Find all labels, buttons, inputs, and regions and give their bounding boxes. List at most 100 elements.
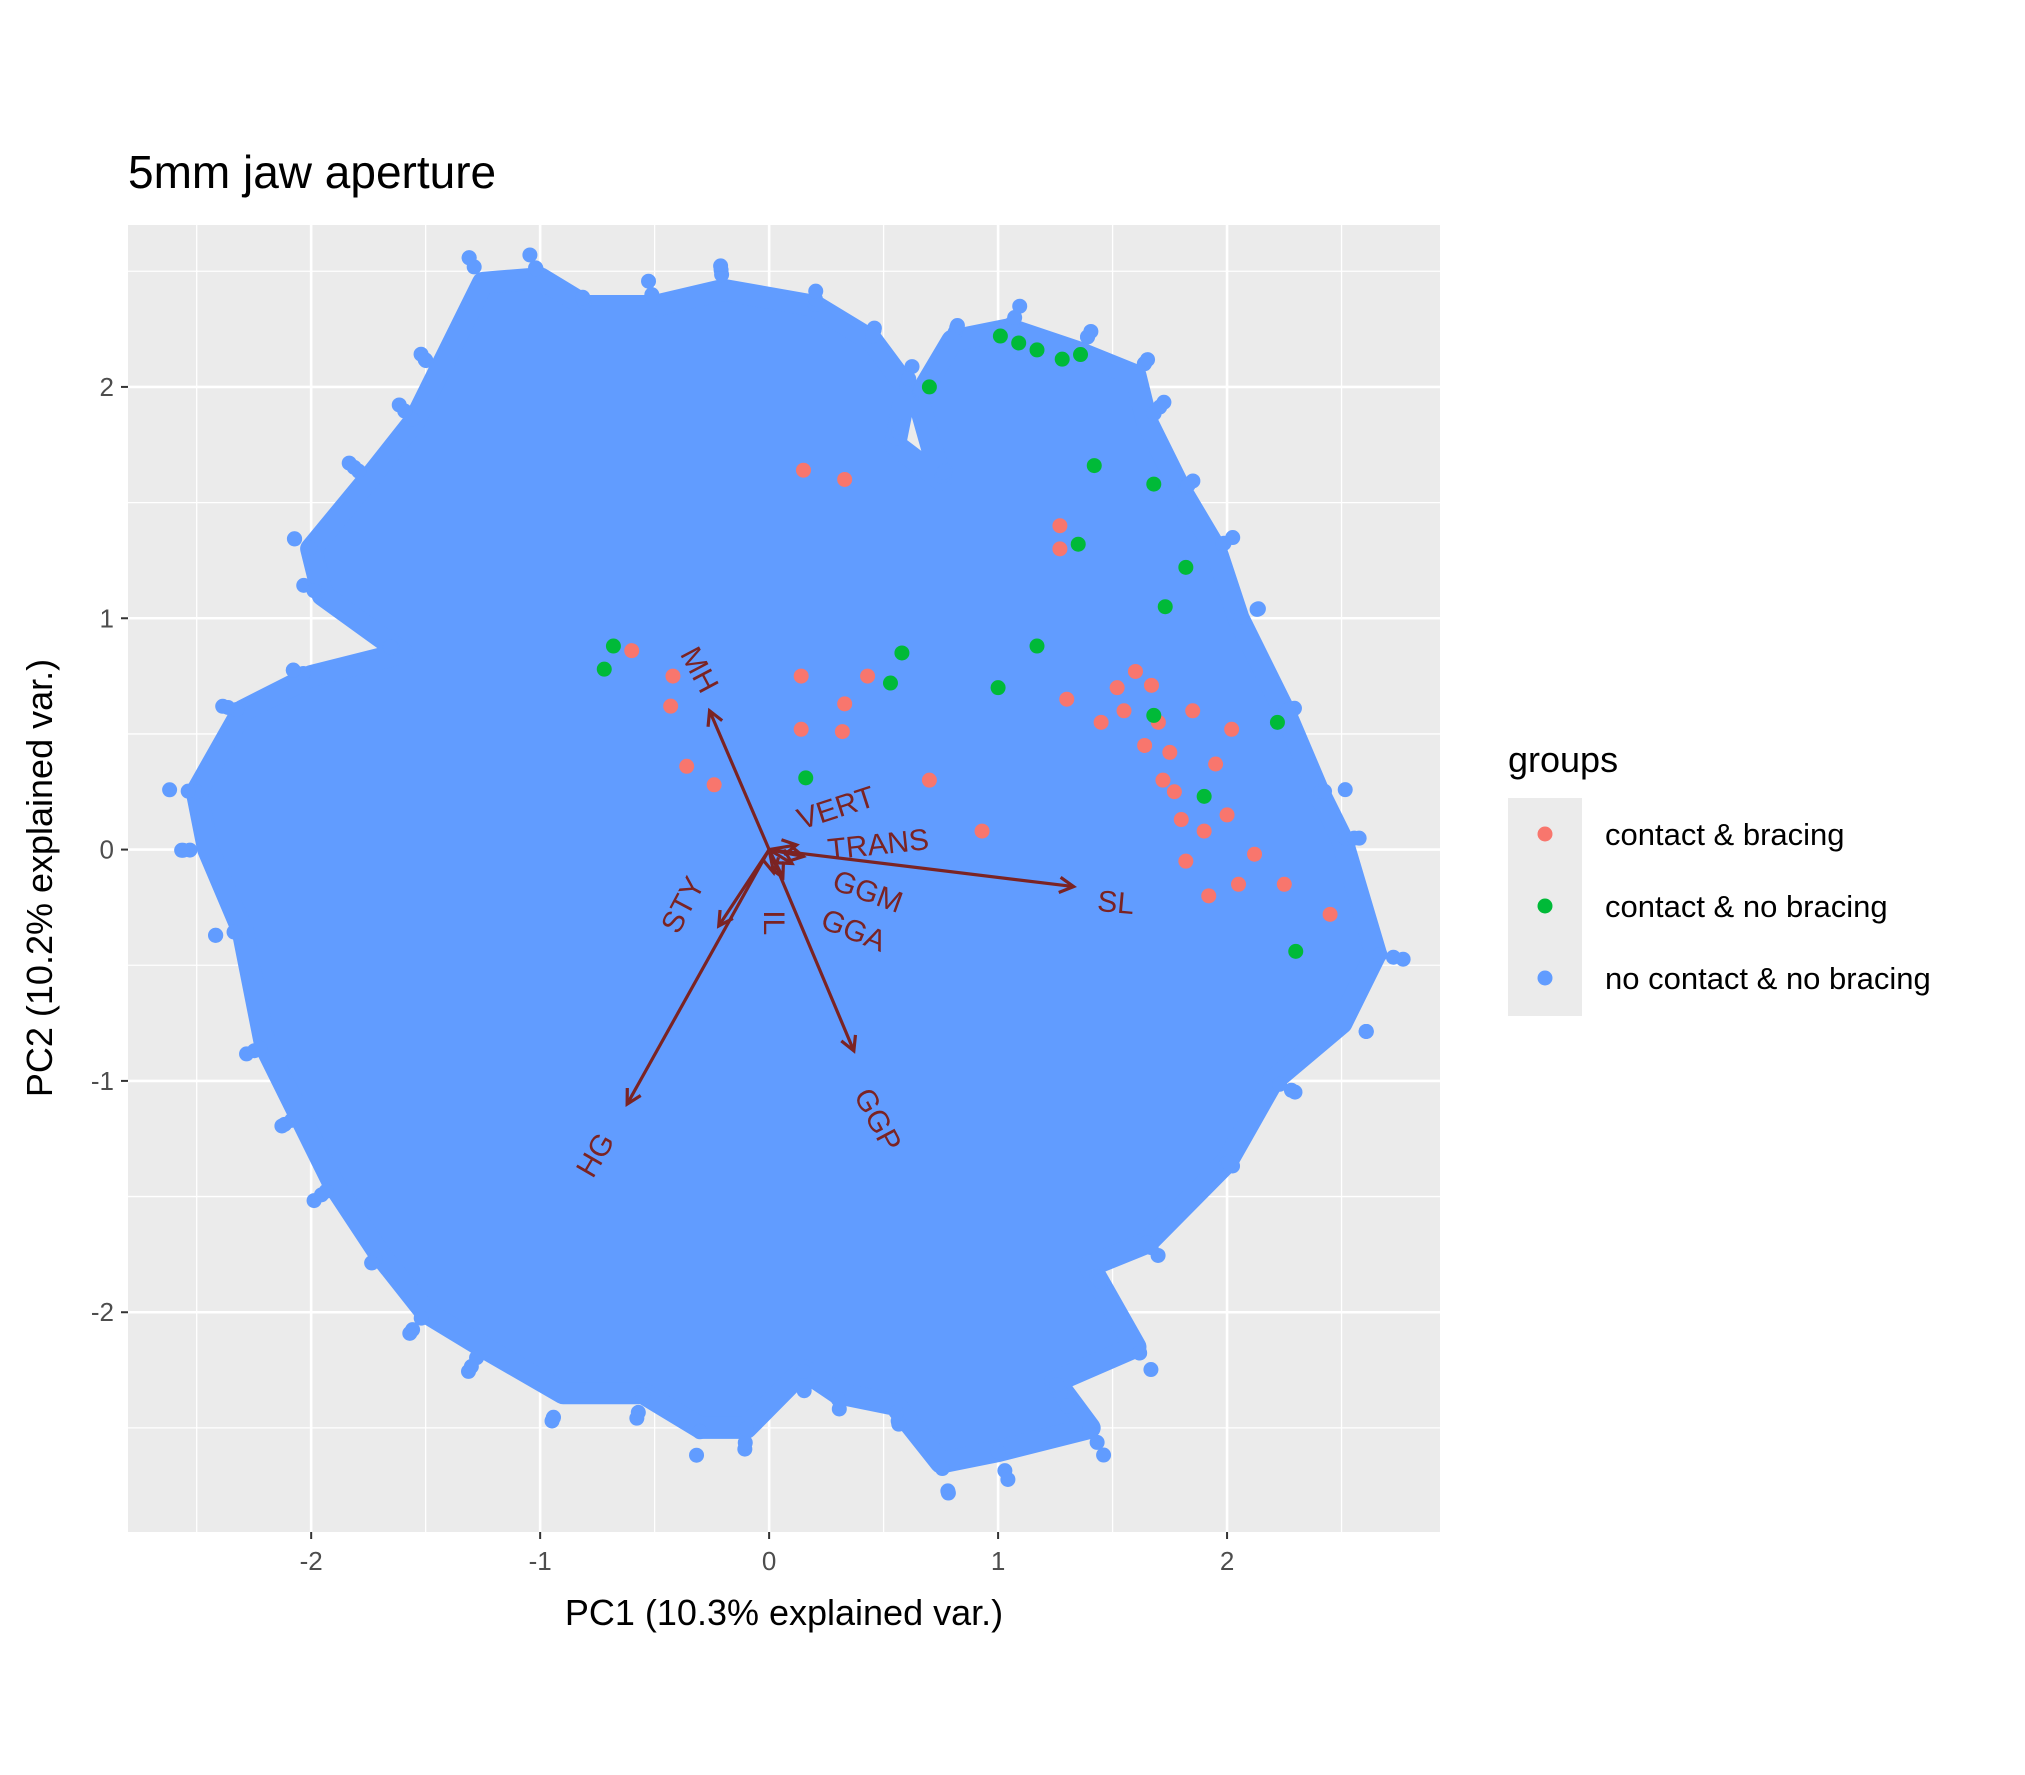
- data-point: [921, 379, 937, 395]
- loading-arrow-sty: [717, 848, 771, 927]
- arrowhead-trans: [787, 844, 807, 863]
- data-point: [162, 782, 178, 798]
- data-point: [1208, 756, 1224, 772]
- data-point: [1372, 947, 1388, 963]
- data-point: [793, 721, 809, 737]
- y-tick-label: 1: [100, 603, 114, 633]
- data-point: [1070, 536, 1086, 552]
- y-axis-ticks: -2 -1 0 1 2: [91, 372, 128, 1327]
- data-point: [796, 1381, 812, 1397]
- data-point: [798, 770, 814, 786]
- data-point: [1358, 1023, 1374, 1039]
- arrowhead-mh: [706, 707, 724, 727]
- data-point: [892, 419, 908, 435]
- data-point: [284, 1112, 300, 1128]
- data-point: [936, 464, 952, 480]
- data-point: [737, 1435, 753, 1451]
- data-point: [1201, 888, 1217, 904]
- data-point: [1178, 559, 1194, 575]
- data-point: [528, 261, 544, 277]
- data-point: [418, 353, 434, 369]
- data-point: [1166, 784, 1182, 800]
- data-point: [738, 1421, 754, 1437]
- loading-label-sl: SL: [1096, 885, 1135, 921]
- data-point: [220, 700, 236, 716]
- legend-label: contact & bracing: [1605, 817, 1845, 852]
- legend-key: [1537, 970, 1553, 986]
- data-point: [904, 359, 920, 375]
- data-point: [645, 290, 661, 306]
- data-point: [795, 462, 811, 478]
- data-point: [1132, 1345, 1148, 1361]
- data-point: [1011, 335, 1027, 351]
- data-point: [860, 668, 876, 684]
- data-point: [1080, 329, 1096, 345]
- data-point: [1146, 476, 1162, 492]
- data-point: [990, 680, 1006, 696]
- legend-key: [1537, 826, 1553, 842]
- data-point: [635, 1386, 651, 1402]
- data-point: [865, 328, 881, 344]
- data-point: [1155, 772, 1171, 788]
- data-point: [302, 540, 318, 556]
- data-point: [226, 924, 242, 940]
- data-point: [992, 328, 1008, 344]
- data-point: [1007, 310, 1023, 326]
- data-point: [1337, 782, 1353, 798]
- data-point: [402, 1325, 418, 1341]
- data-point: [940, 1485, 956, 1501]
- legend-label: no contact & no bracing: [1605, 961, 1931, 996]
- data-point: [679, 758, 695, 774]
- data-point: [1127, 663, 1143, 679]
- data-point: [1322, 906, 1338, 922]
- x-axis-ticks: -2 -1 0 1 2: [300, 1532, 1234, 1576]
- data-point: [1143, 1240, 1159, 1256]
- data-point: [1116, 703, 1132, 719]
- y-tick-label: 2: [100, 372, 114, 402]
- data-point: [1280, 702, 1296, 718]
- x-tick-label: -1: [529, 1546, 552, 1576]
- data-point: [1196, 788, 1212, 804]
- data-point: [1221, 1155, 1237, 1171]
- data-point: [605, 638, 621, 654]
- data-point: [665, 668, 681, 684]
- data-point: [934, 1461, 950, 1477]
- data-point: [1233, 609, 1249, 625]
- data-point: [364, 1255, 380, 1271]
- data-point: [1225, 530, 1241, 546]
- data-point: [891, 1416, 907, 1432]
- data-point: [837, 471, 853, 487]
- loading-arrow-il: [767, 849, 776, 874]
- data-point: [1146, 707, 1162, 723]
- data-point: [1054, 351, 1070, 367]
- loading-arrow-hg: [625, 848, 771, 1105]
- data-point: [1143, 1362, 1159, 1378]
- data-point: [1317, 783, 1333, 799]
- arrowhead-hg: [625, 1088, 642, 1107]
- data-point: [1173, 812, 1189, 828]
- arrowhead-ggp: [840, 1034, 858, 1054]
- data-point: [318, 1183, 334, 1199]
- data-point: [834, 724, 850, 740]
- data-point: [1178, 853, 1194, 869]
- data-point: [689, 1447, 705, 1463]
- legend-title: groups: [1508, 739, 1618, 780]
- data-point: [796, 1363, 812, 1379]
- plot-title: 5mm jaw aperture: [128, 146, 496, 198]
- data-point: [383, 639, 399, 655]
- data-point: [252, 1040, 268, 1056]
- data-point: [921, 772, 937, 788]
- y-tick-label: -2: [91, 1297, 114, 1327]
- loading-arrow-mh: [708, 710, 771, 851]
- data-point: [174, 842, 190, 858]
- data-point: [596, 661, 612, 677]
- arrowhead-sty: [716, 909, 734, 929]
- data-point: [341, 455, 357, 471]
- data-point: [1140, 352, 1156, 368]
- data-point: [1096, 1447, 1112, 1463]
- data-point: [1276, 876, 1292, 892]
- data-point: [629, 1410, 645, 1426]
- data-point: [397, 403, 413, 419]
- data-point: [208, 927, 224, 943]
- data-point: [287, 531, 303, 547]
